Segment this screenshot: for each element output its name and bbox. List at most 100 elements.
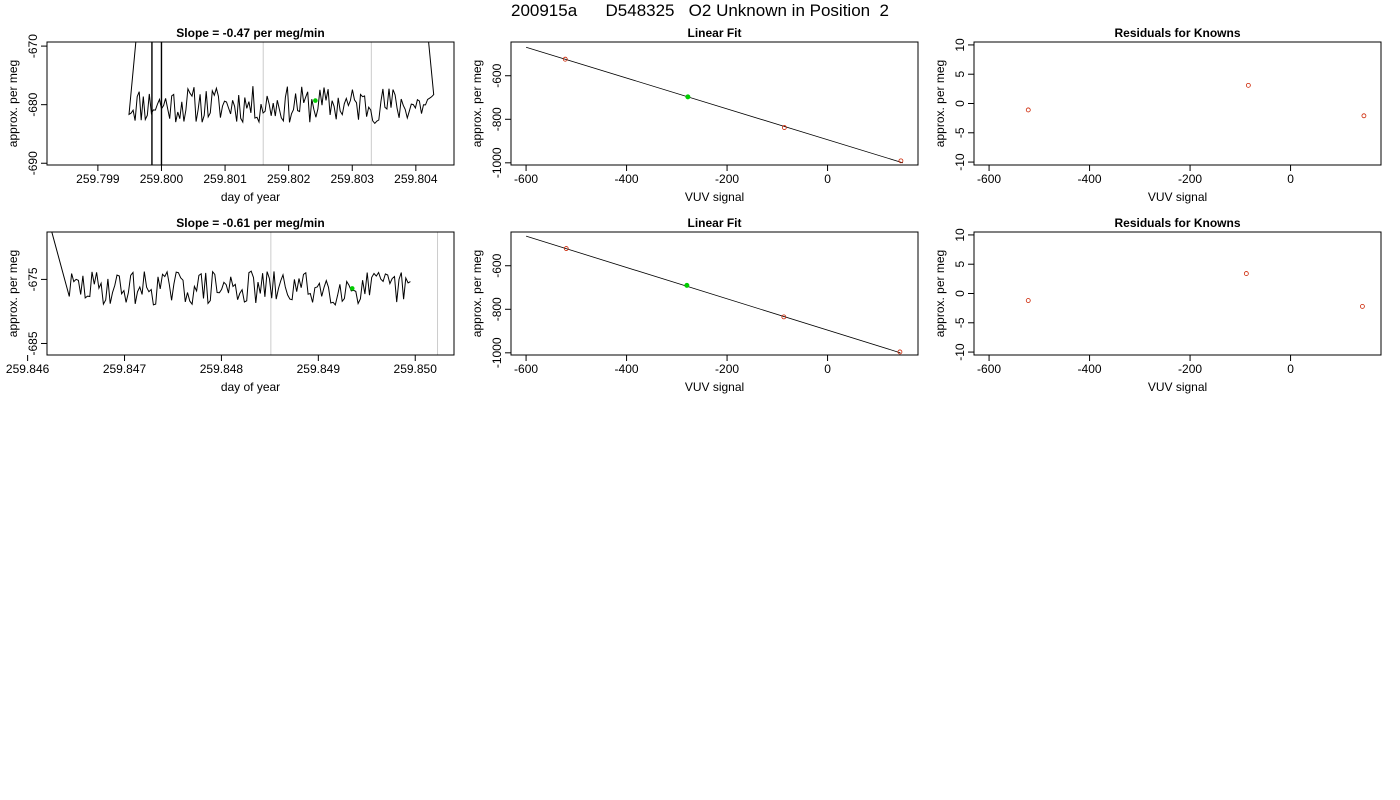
y-tick-label: -800 [490,107,504,131]
y-tick-label: -10 [953,343,967,361]
known-point-1 [562,56,568,62]
y-tick-label: -600 [490,253,504,277]
chart-panel-6: -600 -400 -200 0 -10 -5 0 5 10 Residuals for Know… [933,216,1382,394]
y-tick-label: 10 [953,228,967,242]
plot-frame [510,41,919,166]
y-tick-label: -5 [953,127,967,138]
x-tick-label: 259.846 [6,362,50,376]
x-axis-label: VUV signal [1148,190,1207,204]
x-tick-label: -400 [1078,172,1102,186]
plot-frame [973,41,1382,166]
chart-title: Linear Fit [687,216,741,230]
x-tick-label: -200 [715,362,739,376]
plot-frame [46,41,455,166]
known-point-2 [1245,82,1251,88]
chart-panel-5: -600 -400 -200 0 -1000 -800 -600 Linear Fit VUV … [470,216,919,394]
y-tick-label: -670 [26,34,40,58]
unknown-point [684,282,690,288]
y-tick-label: 0 [953,100,967,107]
x-tick-label: 0 [824,362,831,376]
x-tick-label: 259.800 [140,172,184,186]
known-point-2 [1243,271,1249,276]
unknown-marker [313,98,318,103]
chart-title: Slope = -0.61 per meg/min [176,216,324,230]
chart-panel-1: 259.799 259.800 259.801 259.802 259.803 259.8… [6,26,455,204]
chart-title: Residuals for Knowns [1114,26,1240,40]
y-tick-label: 5 [953,71,967,78]
plot-area [1025,82,1367,119]
plot-area [128,42,435,165]
data-trace [51,232,411,306]
chart-panel-3: -600 -400 -200 0 -10 -5 0 5 10 Residuals for Know… [933,26,1382,204]
y-tick-label: -1000 [490,147,504,178]
fit-line [525,235,901,354]
chart-title: Residuals for Knowns [1114,216,1240,230]
x-tick-label: -600 [977,362,1001,376]
x-tick-label: 0 [1287,172,1294,186]
plot-area [1025,271,1365,309]
y-tick-label: 0 [953,290,967,297]
x-tick-label: 259.801 [203,172,247,186]
x-tick-label: -400 [1078,362,1102,376]
known-point-1 [563,246,569,251]
y-tick-label: -685 [26,331,40,355]
y-axis-label: approx. per meg [6,60,20,147]
x-tick-label: -600 [514,362,538,376]
x-tick-label: -600 [977,172,1001,186]
known-point-2 [781,125,787,130]
known-point-1 [1025,107,1031,113]
x-axis-label: VUV signal [685,380,744,394]
plot-frame [510,231,919,356]
y-axis-label: approx. per meg [933,60,947,147]
x-tick-label: -200 [715,172,739,186]
plot-area [525,235,903,355]
chart-panel-4: 259.846 259.847 259.848 259.849 259.850 -685 -… [6,216,455,394]
x-axis-label: VUV signal [685,190,744,204]
y-tick-label: -800 [490,297,504,321]
y-tick-label: -680 [26,92,40,116]
y-axis-label: approx. per meg [6,250,20,337]
x-axis-label: day of year [221,380,280,394]
x-tick-label: -200 [1178,172,1202,186]
y-axis-label: approx. per meg [470,60,484,147]
chart-title: Linear Fit [687,26,741,40]
unknown-marker [349,286,355,291]
known-point-3 [1361,113,1367,119]
x-axis-label: day of year [221,190,280,204]
x-tick-label: 0 [1287,362,1294,376]
y-tick-label: -5 [953,317,967,328]
y-tick-label: -690 [26,151,40,175]
x-tick-label: -600 [514,172,538,186]
known-point-3 [898,158,904,164]
chart-panel-2: -600 -400 -200 0 -1000 -800 -600 Linear Fit VUV … [470,26,919,204]
known-point-3 [1360,303,1365,309]
x-tick-label: 259.847 [103,362,147,376]
fit-line [525,46,904,164]
plot-area [525,46,904,164]
data-trace [128,42,435,125]
y-axis-label: approx. per meg [933,250,947,337]
x-tick-label: 259.802 [267,172,311,186]
y-tick-label: -675 [26,267,40,291]
known-point-3 [897,349,903,355]
x-axis-label: VUV signal [1148,380,1207,394]
x-tick-label: 259.804 [394,172,438,186]
known-point-2 [781,314,787,320]
x-tick-label: 0 [824,172,831,186]
known-point-1 [1025,298,1031,303]
x-tick-label: 259.848 [200,362,244,376]
plot-frame [973,231,1382,356]
y-tick-label: -600 [490,63,504,87]
x-tick-label: 259.850 [394,362,438,376]
y-tick-label: -1000 [490,337,504,368]
unknown-point [685,94,691,100]
y-axis-label: approx. per meg [470,250,484,337]
x-tick-label: 259.803 [331,172,375,186]
page-title: 200915a D548325 O2 Unknown in Position 2 [510,1,890,20]
x-tick-label: -400 [615,362,639,376]
x-tick-label: 259.849 [297,362,341,376]
chart-title: Slope = -0.47 per meg/min [176,26,324,40]
y-tick-label: 5 [953,261,967,268]
x-tick-label: -400 [615,172,639,186]
